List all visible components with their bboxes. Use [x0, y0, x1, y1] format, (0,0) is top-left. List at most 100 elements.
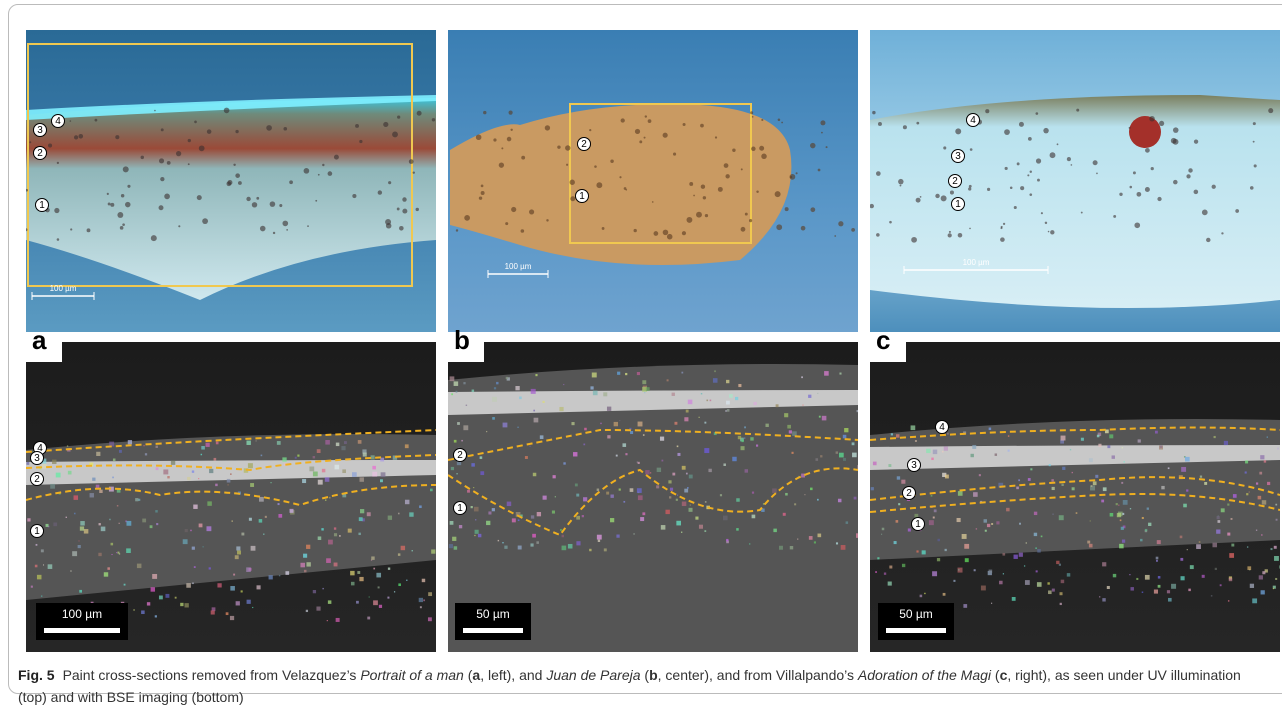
grain [704, 530, 706, 532]
grain [80, 521, 84, 525]
particle [1076, 109, 1079, 112]
scale-bar-label: 100 µm [62, 607, 102, 621]
particle [25, 189, 28, 192]
particle [266, 125, 272, 131]
grain [504, 546, 507, 549]
grain [562, 535, 564, 537]
grain [684, 489, 688, 493]
particle [969, 185, 972, 188]
particle [718, 187, 723, 192]
particle [476, 134, 482, 140]
grain [46, 524, 49, 527]
grain [79, 590, 82, 593]
particle [115, 135, 119, 139]
grain [1185, 457, 1190, 462]
particle [546, 219, 548, 221]
grain [449, 544, 453, 548]
grain [603, 392, 607, 396]
particle [207, 129, 212, 134]
grain [945, 475, 949, 479]
grain [152, 574, 157, 579]
grain [614, 422, 618, 426]
grain [681, 532, 682, 533]
particle [194, 121, 197, 124]
grain [931, 495, 933, 497]
grain [1180, 558, 1183, 561]
grain [600, 423, 601, 424]
grain [971, 454, 974, 457]
grain [533, 473, 536, 476]
grain [820, 455, 822, 457]
particle [756, 191, 758, 193]
particle [652, 201, 654, 203]
grain [560, 529, 562, 531]
grain [1117, 513, 1121, 517]
grain [454, 440, 457, 443]
grain [637, 372, 640, 375]
grain [334, 527, 336, 529]
layer-number: 1 [34, 526, 40, 537]
grain [1026, 542, 1027, 543]
page: 100 µm100 µm43214321a100 µm50 µm2121b100… [0, 0, 1282, 716]
grain [295, 457, 297, 459]
grain [962, 534, 967, 539]
grain [113, 459, 116, 462]
particle [1253, 122, 1256, 125]
grain [839, 453, 844, 458]
grain [643, 434, 645, 436]
grain [732, 457, 736, 461]
grain [184, 603, 188, 607]
grain [529, 446, 530, 447]
grain [1097, 435, 1100, 438]
grain [358, 440, 362, 444]
grain [1181, 467, 1186, 472]
grain [41, 595, 42, 596]
grain [964, 544, 969, 549]
grain [535, 374, 537, 376]
grain [203, 546, 204, 547]
grain [322, 469, 325, 472]
grain [1061, 580, 1065, 584]
grain [1145, 529, 1147, 531]
grain [1122, 447, 1123, 448]
grain [143, 445, 144, 446]
grain [193, 505, 197, 509]
grain [325, 477, 330, 482]
grain [348, 529, 352, 533]
grain [1067, 573, 1070, 576]
grain [638, 462, 640, 464]
grain [1171, 584, 1176, 589]
particle [810, 143, 815, 148]
grain [583, 444, 585, 446]
particle [178, 225, 180, 227]
grain [237, 551, 241, 555]
grain [322, 588, 323, 589]
grain [973, 492, 978, 497]
grain [190, 530, 191, 531]
particle [796, 172, 798, 174]
grain [896, 520, 899, 523]
particle [1253, 141, 1255, 143]
caption: Fig. 5Paint cross-sections removed from … [18, 664, 1268, 708]
grain [246, 567, 251, 572]
grain [1090, 520, 1091, 521]
grain [419, 505, 422, 508]
particle [1096, 173, 1098, 175]
grain [1030, 468, 1032, 470]
grain [1276, 519, 1278, 521]
grain [1155, 431, 1158, 434]
grain [209, 567, 211, 569]
grain [26, 462, 29, 465]
grain [610, 518, 614, 522]
grain [467, 490, 470, 493]
grain [155, 615, 157, 617]
grain [486, 521, 490, 525]
grain [503, 423, 508, 428]
grain [43, 564, 44, 565]
grain [198, 478, 199, 479]
particle [151, 235, 157, 241]
particle [1212, 185, 1216, 189]
grain [593, 391, 598, 396]
grain [1035, 547, 1037, 549]
grain [792, 431, 797, 436]
